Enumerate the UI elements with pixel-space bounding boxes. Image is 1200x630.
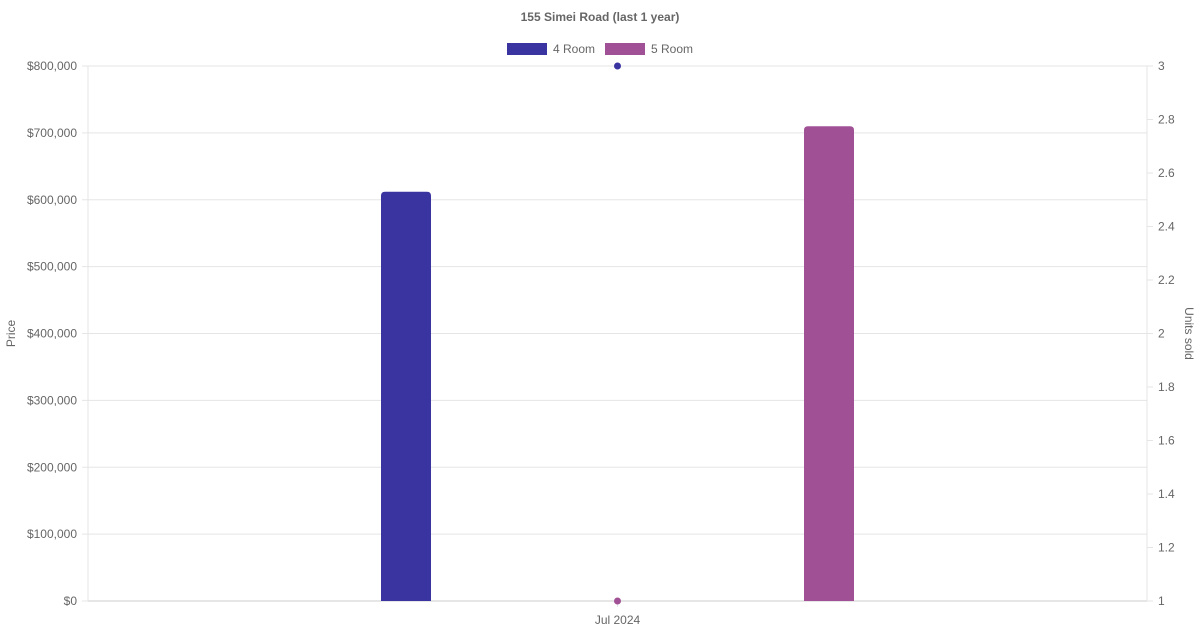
units-point-5-room [614, 597, 621, 605]
y-right-tick-label: 1.6 [1158, 434, 1175, 448]
x-tick-label: Jul 2024 [595, 613, 641, 627]
y-right-tick-label: 2 [1158, 327, 1165, 341]
y-left-tick-label: $500,000 [27, 260, 77, 274]
y-left-tick-label: $0 [64, 594, 78, 608]
y-right-tick-label: 1 [1158, 594, 1165, 608]
y-left-tick-label: $400,000 [27, 327, 77, 341]
y-left-tick-label: $300,000 [27, 393, 77, 407]
y-left-tick-label: $100,000 [27, 527, 77, 541]
y-left-tick-label: $200,000 [27, 460, 77, 474]
y-right-tick-label: 2.2 [1158, 273, 1175, 287]
legend-item-5-room[interactable]: 5 Room [605, 42, 693, 56]
y-right-tick-label: 1.4 [1158, 487, 1175, 501]
y-right-tick-label: 1.2 [1158, 541, 1175, 555]
bar-4-room [381, 191, 431, 601]
bar-5-room [804, 126, 854, 601]
legend-label-5-room: 5 Room [651, 42, 694, 56]
y-right-tick-label: 2.8 [1158, 113, 1175, 127]
y-left-axis-title: Price [4, 320, 18, 348]
y-left-tick-label: $600,000 [27, 193, 77, 207]
units-point-4-room [614, 62, 621, 70]
legend: 4 Room 5 Room [0, 42, 1200, 56]
y-right-axis-title: Units sold [1182, 307, 1196, 360]
y-right-tick-label: 1.8 [1158, 380, 1175, 394]
legend-item-4-room[interactable]: 4 Room [506, 42, 595, 56]
legend-swatch-4-room [506, 43, 547, 55]
y-left-tick-label: $700,000 [27, 126, 77, 140]
y-left-tick-label: $800,000 [27, 59, 77, 73]
legend-swatch-5-room [605, 43, 645, 55]
y-right-tick-label: 3 [1158, 59, 1165, 73]
y-right-tick-label: 2.6 [1158, 166, 1175, 180]
legend-label-4-room: 4 Room [552, 42, 595, 56]
chart-title: 155 Simei Road (last 1 year) [520, 10, 680, 24]
y-right-tick-label: 2.4 [1158, 220, 1175, 234]
